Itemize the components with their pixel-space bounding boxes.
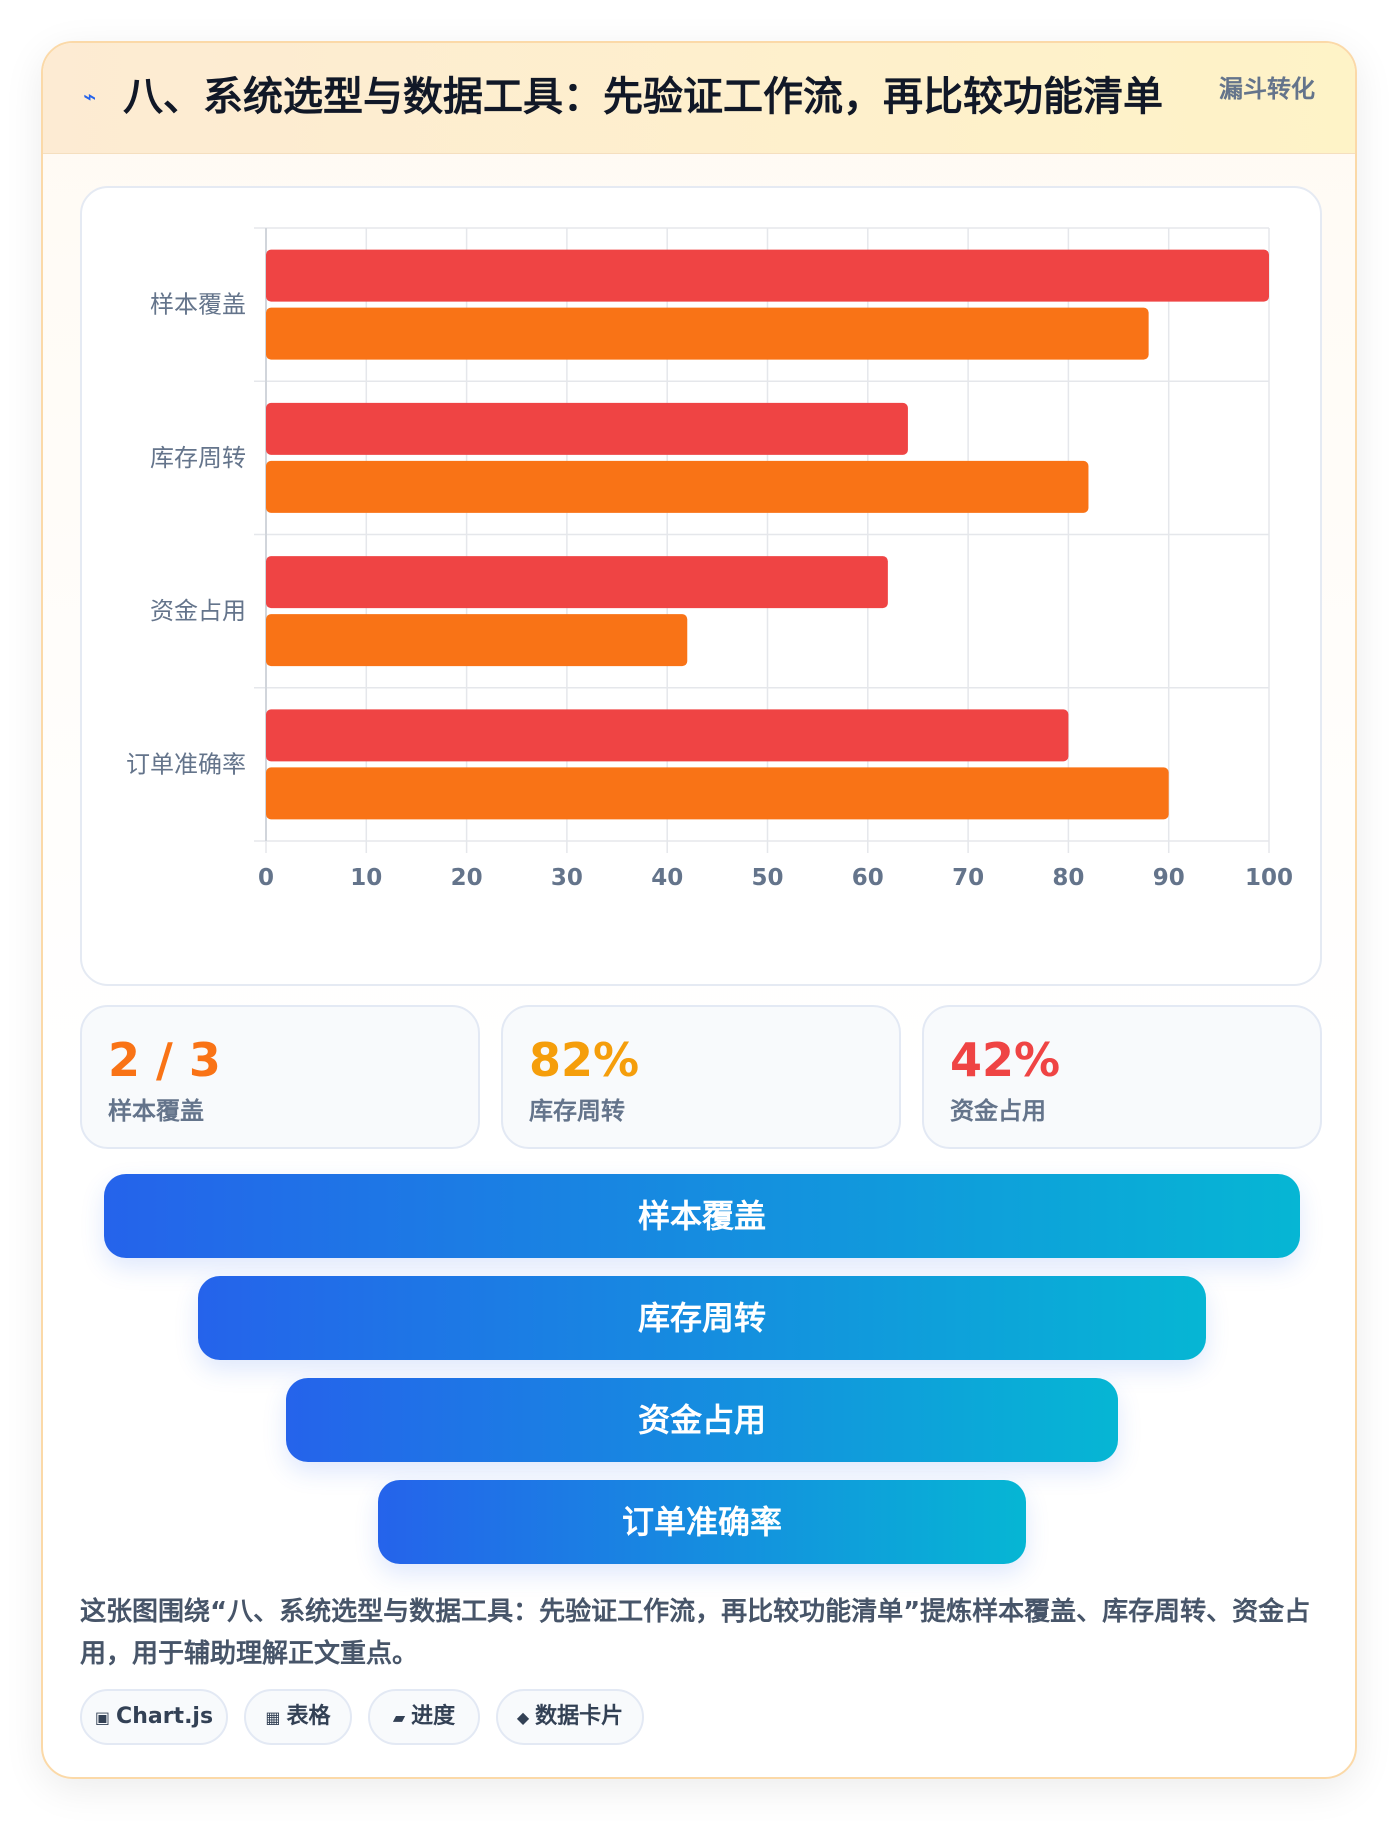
- bar-2: [266, 767, 1169, 820]
- stat-value: 42%: [950, 1033, 1061, 1087]
- grid-icon: ▦: [265, 1708, 281, 1727]
- x-tick-label: 40: [651, 865, 683, 891]
- stat-card-sample: 2 / 3 样本覆盖: [80, 1005, 480, 1149]
- y-category-label: 库存周转: [150, 444, 246, 472]
- page-title: 八、系统选型与数据工具：先验证工作流，再比较功能清单: [123, 74, 1163, 120]
- bar-chart: 0 10 20 30 40 50 60 70 80 90 100 样本覆盖库存周转资金占用订单准确率: [80, 186, 1322, 986]
- stat-value: 2 / 3: [108, 1033, 221, 1087]
- bar-1: [266, 556, 888, 609]
- chip-label: 表格: [286, 1704, 331, 1729]
- funnel-step-4: 订单准确率: [378, 1480, 1026, 1564]
- bar-2: [266, 460, 1089, 513]
- header-tag: 漏斗转化: [1219, 75, 1315, 103]
- x-tick-label: 10: [350, 865, 382, 891]
- bar-1: [266, 402, 908, 455]
- x-tick-label: 60: [852, 865, 884, 891]
- bar-2: [266, 614, 688, 667]
- bolt-icon: ⌁: [83, 85, 97, 110]
- stat-label: 资金占用: [950, 1097, 1046, 1125]
- y-category-label: 资金占用: [150, 597, 246, 625]
- funnel-step-1: 样本覆盖: [104, 1174, 1300, 1258]
- main-card: ⌁ 八、系统选型与数据工具：先验证工作流，再比较功能清单 漏斗转化 0 10 20 3…: [41, 41, 1357, 1779]
- bar-1: [266, 709, 1069, 762]
- stat-label: 库存周转: [529, 1097, 625, 1125]
- stat-label: 样本覆盖: [108, 1097, 204, 1125]
- chip-table[interactable]: ▦ 表格: [244, 1689, 352, 1745]
- stat-card-inventory: 82% 库存周转: [501, 1005, 901, 1149]
- chart-description: 这张图围绕“八、系统选型与数据工具：先验证工作流，再比较功能清单”提炼样本覆盖、…: [80, 1597, 1311, 1669]
- chip-label: 数据卡片: [535, 1704, 624, 1729]
- y-category-label: 样本覆盖: [150, 291, 246, 319]
- bar-1: [266, 249, 1269, 302]
- diamond-icon: ◆: [516, 1708, 530, 1727]
- progress-icon: ▰: [392, 1708, 406, 1727]
- x-tick-label: 100: [1245, 865, 1293, 891]
- chip-progress[interactable]: ▰ 进度: [368, 1689, 480, 1745]
- card-header: ⌁ 八、系统选型与数据工具：先验证工作流，再比较功能清单 漏斗转化: [43, 43, 1355, 154]
- chip-data-card[interactable]: ◆ 数据卡片: [496, 1689, 644, 1745]
- y-category-label: 订单准确率: [126, 750, 246, 778]
- x-tick-label: 0: [258, 865, 274, 891]
- chip-label: 进度: [411, 1704, 456, 1729]
- bar-2: [266, 307, 1149, 360]
- stat-card-capital: 42% 资金占用: [922, 1005, 1322, 1149]
- x-tick-label: 80: [1052, 865, 1084, 891]
- x-tick-label: 30: [551, 865, 583, 891]
- funnel-step-3: 资金占用: [286, 1378, 1118, 1462]
- chip-chartjs[interactable]: ▣ Chart.js: [80, 1689, 228, 1745]
- x-tick-label: 50: [751, 865, 783, 891]
- x-tick-label: 20: [451, 865, 483, 891]
- chip-label: Chart.js: [116, 1704, 214, 1729]
- funnel-step-2: 库存周转: [198, 1276, 1206, 1360]
- x-tick-label: 70: [952, 865, 984, 891]
- stat-cards: 2 / 3 样本覆盖 82% 库存周转 42% 资金占用: [80, 1005, 1322, 1151]
- square-icon: ▣: [94, 1708, 111, 1727]
- stat-value: 82%: [529, 1033, 640, 1087]
- x-tick-label: 90: [1153, 865, 1185, 891]
